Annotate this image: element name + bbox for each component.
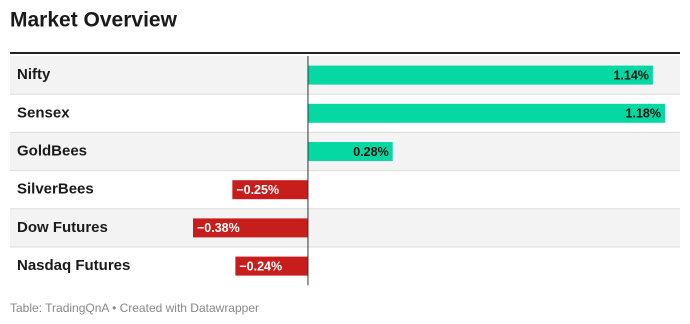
value-label: −0.38% (197, 221, 240, 235)
row-label: Nifty (17, 66, 51, 83)
header-rule (10, 52, 680, 54)
value-label: 0.28% (353, 145, 388, 159)
bar (307, 65, 653, 85)
value-label: 1.18% (626, 107, 661, 121)
bar (193, 218, 308, 238)
bar (235, 256, 308, 276)
row-label: Dow Futures (17, 219, 108, 236)
row-background (10, 208, 680, 247)
value-label: −0.25% (236, 183, 279, 197)
row-label: GoldBees (17, 142, 87, 159)
value-label: −0.24% (239, 259, 282, 273)
footer: Table: TradingQnA • Created with Datawra… (10, 301, 259, 315)
bar (232, 180, 308, 200)
bar (307, 142, 393, 161)
chart-title: Market Overview (10, 9, 178, 32)
value-label: 1.14% (613, 68, 648, 82)
row-label: Nasdaq Futures (17, 257, 130, 274)
row-label: Sensex (17, 104, 70, 121)
row-label: SilverBees (17, 181, 94, 198)
bar (307, 103, 665, 123)
